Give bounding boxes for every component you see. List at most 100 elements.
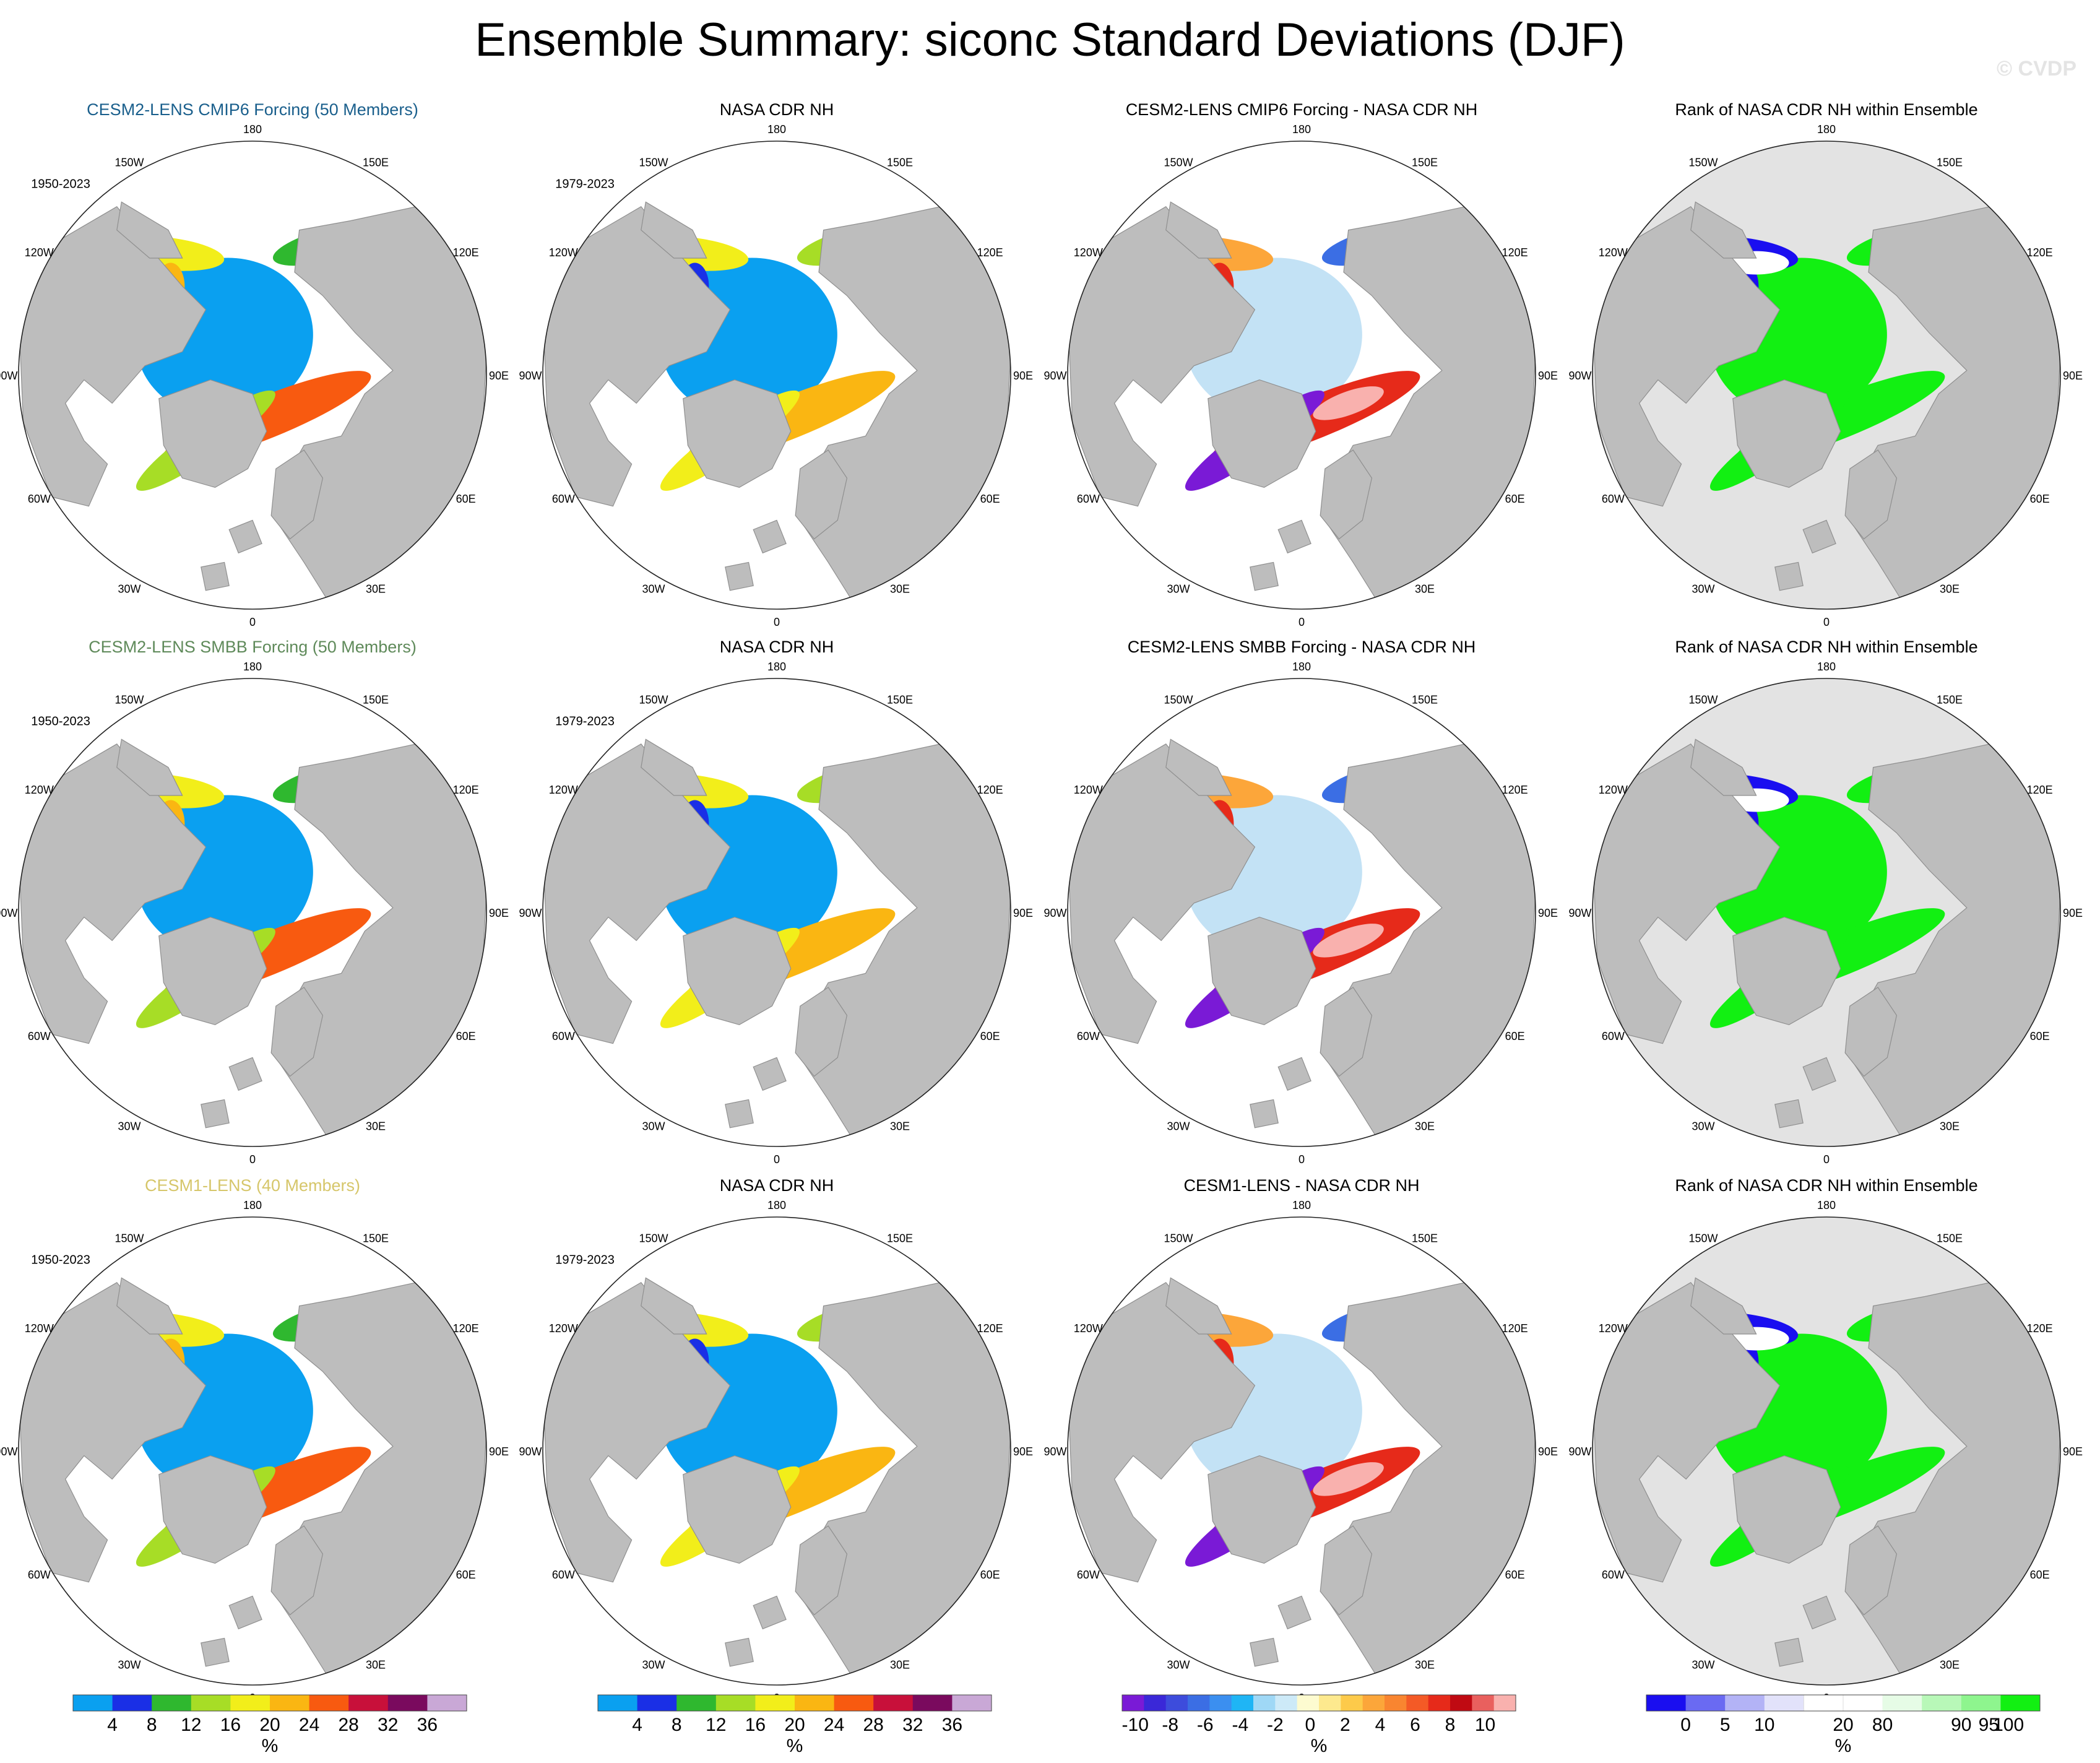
longitude-label: 30E [1415,1659,1435,1671]
colorbar-swatch [1882,1695,1922,1711]
longitude-label: 150W [1164,1232,1193,1244]
land-mass [683,1455,792,1564]
longitude-label: 90W [1044,1445,1066,1458]
land-mass [1208,379,1316,488]
longitude-label: 150E [1937,1232,1963,1244]
longitude-label: 90E [2063,370,2083,382]
longitude-label: 60E [980,1030,1000,1042]
colorbar-swatch [637,1695,677,1711]
land-mass [270,1525,324,1616]
longitude-label: 150E [1412,1232,1438,1244]
longitude-label: 90E [2063,1445,2083,1458]
longitude-label: 180 [1817,1199,1836,1211]
longitude-label: 150E [1937,693,1963,706]
colorbar-tick-label: 12 [181,1715,201,1735]
colorbar-swatch [1297,1695,1320,1711]
longitude-label: 90W [519,907,542,919]
land-mass [1165,1277,1232,1335]
land-mass [1690,201,1757,259]
longitude-label: 180 [243,123,262,136]
land-mass [1277,519,1311,554]
longitude-label: 150W [639,693,668,706]
land-mass [1165,739,1232,796]
colorbar-tick-label: 8 [672,1715,682,1735]
longitude-label: 60W [1602,1030,1625,1042]
longitude-label: 30E [890,1120,910,1133]
colorbar-tick-label: 100 [1993,1715,2024,1735]
land-mass [228,1595,262,1630]
colorbar-swatch [1231,1695,1254,1711]
colorbar-2: 4 8 12 16 20 24 28 32 36% [597,1694,992,1756]
longitude-label: 150E [1937,156,1963,168]
colorbar-tick-label: 24 [299,1715,319,1735]
colorbar-swatch [270,1695,310,1711]
panel-title: CESM1-LENS - NASA CDR NH [1183,1176,1419,1195]
longitude-label: 120W [549,784,578,796]
longitude-label: 90E [1013,370,1033,382]
colorbar-swatch [1122,1695,1144,1711]
longitude-label: 120W [549,246,578,259]
longitude-label: 60E [456,493,476,505]
land-mass [753,519,787,554]
land-mass [1250,1099,1279,1128]
longitude-label: 0 [774,1153,780,1166]
longitude-label: 150W [115,693,144,706]
map-border [542,141,1011,610]
colorbar-tick-label: 4 [107,1715,118,1735]
land-mass [1774,1099,1804,1128]
longitude-label: 30W [1692,1120,1714,1133]
longitude-label: 60E [2030,493,2050,505]
land-mass [270,987,324,1077]
colorbar-swatch [387,1695,428,1711]
longitude-label: 90W [519,1445,542,1458]
longitude-label: 30E [1415,1120,1435,1133]
colorbar-swatch [598,1695,638,1711]
panel-title: CESM1-LENS (40 Members) [145,1176,360,1195]
panel-title: NASA CDR NH [720,638,834,656]
longitude-label: 90W [1044,370,1066,382]
land-mass [725,1099,754,1128]
longitude-label: 0 [1823,616,1830,628]
land-mass [753,1057,787,1091]
longitude-label: 150E [1412,693,1438,706]
longitude-label: 90W [1568,1445,1591,1458]
longitude-label: 150E [363,156,389,168]
land-mass [1802,1057,1836,1091]
period-label: 1950-2023 [31,1254,90,1267]
colorbar-swatch [73,1695,113,1711]
longitude-label: 30W [1167,1659,1190,1671]
longitude-label: 90W [1568,907,1591,919]
colorbar-swatch [715,1695,756,1711]
colorbar-swatch [1144,1695,1167,1711]
longitude-label: 120W [1599,1322,1628,1335]
land-mass [116,739,183,796]
longitude-label: 120W [1599,784,1628,796]
longitude-label: 150W [1688,156,1718,168]
colorbar-swatch [912,1695,953,1711]
colorbar-tick-label: -10 [1122,1715,1149,1735]
longitude-label: 30E [1940,1659,1960,1671]
longitude-label: 30W [1692,583,1714,596]
longitude-label: 60W [1602,1569,1625,1581]
colorbar-swatch [834,1695,874,1711]
longitude-label: 60E [2030,1569,2050,1581]
longitude-label: 60W [1077,493,1100,505]
longitude-label: 150W [639,1232,668,1244]
colorbar-swatch [112,1695,152,1711]
panel-title: NASA CDR NH [720,1176,834,1195]
land-mass [1165,201,1232,259]
map-border [1592,141,2061,610]
longitude-label: 120E [2027,1322,2053,1335]
colorbar-swatch [1209,1695,1232,1711]
colorbar-3: -10 -8 -6 -4 -2 0 2 4 6 8 10% [1121,1694,1516,1756]
longitude-label: 90E [489,1445,509,1458]
colorbar-swatch [1362,1695,1385,1711]
colorbar-swatch [152,1695,192,1711]
colorbar-swatch [1319,1695,1341,1711]
longitude-label: 30W [118,1659,140,1671]
map-panel-cesm1-lens-40-members: CESM1-LENS (40 Members) 1950-2023 180 150E 1… [0,1176,509,1704]
colorbar-swatch [1685,1695,1726,1711]
land-mass [683,379,792,488]
longitude-label: 120E [453,246,479,259]
